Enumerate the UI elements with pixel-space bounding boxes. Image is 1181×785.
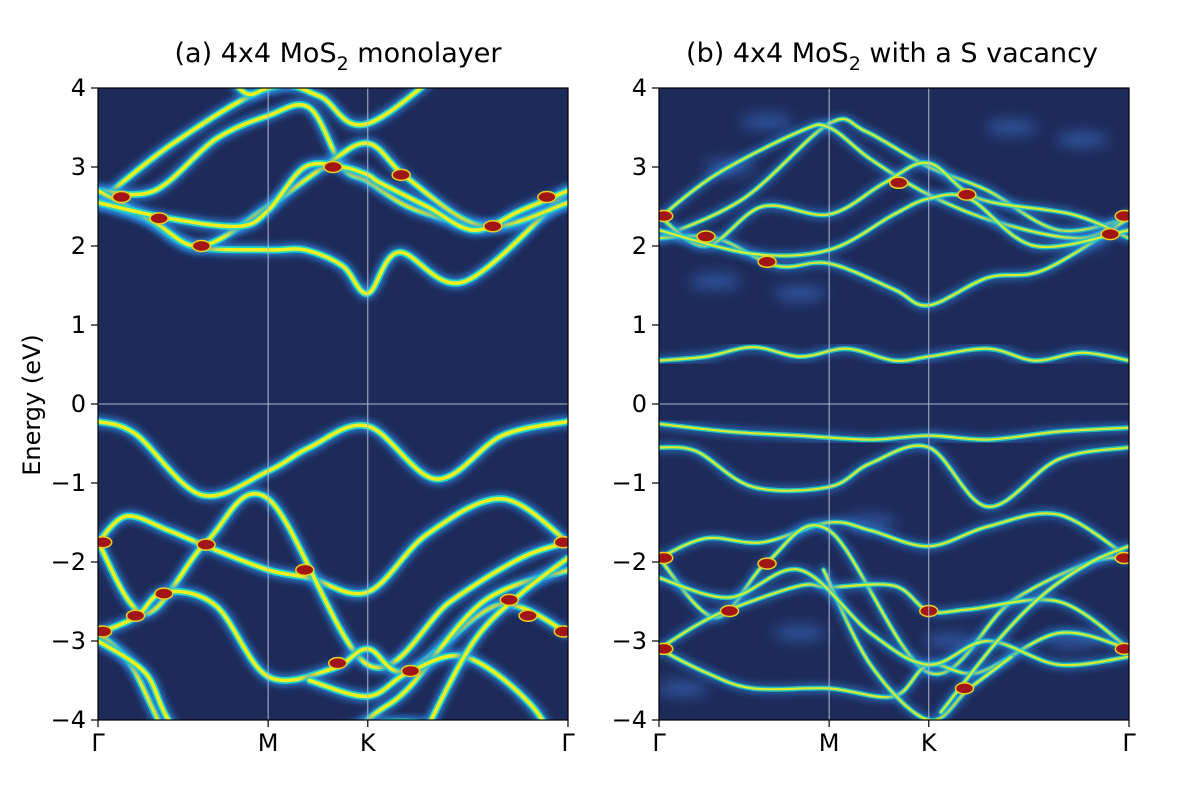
panel-b-plot-area — [659, 114, 1129, 720]
panel-a-plot-area — [98, 88, 568, 720]
panel-b-band-12 — [818, 564, 1017, 720]
panel-b-diffuse-spot-6 — [774, 626, 826, 641]
panel-b-crossing-7 — [659, 551, 674, 565]
panel-b-ytick-label-6: −2 — [612, 548, 647, 576]
panel-b-diffuse-spot-0 — [741, 114, 794, 129]
panel-b-band-13 — [659, 564, 1129, 671]
panel-b-band-7 — [659, 440, 1129, 512]
panel-b-band-14 — [936, 541, 1129, 718]
panel-b-crossing-11 — [659, 642, 674, 656]
panel-b-diffuse-spot-1 — [1056, 132, 1108, 147]
panel-a-ytick-label-1: 3 — [71, 153, 86, 181]
panel-b-band-8 — [659, 508, 1129, 563]
panel-a-band-13 — [98, 635, 176, 720]
panel-a-ytick-label-0: 4 — [71, 74, 86, 102]
panel-b-ytick-label-1: 3 — [632, 153, 647, 181]
panel-a-crossing-0 — [111, 190, 132, 204]
panel-a-crossing-9 — [295, 563, 315, 577]
panel-b-xtick-label-1: M — [819, 729, 840, 757]
panel-a-band-6 — [98, 415, 568, 502]
panel-a-xtick-label-0: Γ — [91, 729, 105, 757]
panel-a-title: (a) 4x4 MoS2 monolayer — [175, 38, 503, 75]
panel-a-xtick-label-2: K — [360, 729, 377, 757]
panel-a-ytick-label-4: 0 — [71, 390, 86, 418]
panel-b-diffuse-spot-10 — [985, 120, 1038, 135]
panel-a-crossing-14 — [400, 664, 421, 678]
panel-a-crossing-7 — [98, 536, 113, 549]
panel-a-crossing-8 — [196, 538, 216, 551]
panel-a-xtick-label-3: Γ — [561, 729, 575, 757]
panel-a-crossing-13 — [327, 656, 348, 670]
panel-a-crossing-4 — [391, 168, 411, 182]
panel-a-ytick-label-5: −1 — [51, 469, 86, 497]
panel-a-band-0 — [98, 88, 430, 209]
panel-b-crossing-0 — [659, 209, 674, 223]
panel-b-ytick-label-4: 0 — [632, 390, 647, 418]
panel-b-band-0 — [659, 114, 1129, 244]
y-axis-label: Energy (eV) — [18, 334, 46, 476]
panel-b-crossing-1 — [696, 230, 716, 243]
panel-b-ytick-label-5: −1 — [612, 469, 647, 497]
panel-a-crossing-17 — [553, 536, 568, 549]
panel-b-band-5 — [659, 342, 1129, 366]
panel-a-crossing-15 — [499, 593, 519, 607]
panel-a-ytick-label-2: 2 — [71, 232, 86, 260]
panel-a-crossing-3 — [323, 160, 343, 174]
panel-b-crossing-8 — [757, 557, 777, 570]
panel-a-ytick-label-8: −4 — [51, 706, 86, 734]
panel-a-crossing-5 — [483, 220, 503, 233]
panel-b-ytick-label-3: 1 — [632, 311, 647, 339]
panel-b-band-4 — [659, 189, 1129, 261]
panel-b-band-1 — [659, 119, 1129, 244]
panel-b-crossing-12 — [954, 682, 975, 695]
panel-b-crossing-2 — [757, 255, 777, 269]
panel-a-crossing-10 — [154, 587, 174, 600]
panel-a-band-7 — [98, 493, 568, 600]
panel-b-title: (b) 4x4 MoS2 with a S vacancy — [686, 38, 1098, 75]
panel-b-ytick-label-8: −4 — [612, 706, 647, 734]
panel-a-ytick-label-6: −2 — [51, 548, 86, 576]
panel-b-ytick-label-0: 4 — [632, 74, 647, 102]
panel-b-diffuse-spot-8 — [659, 681, 709, 696]
panel-a-band-14 — [424, 552, 568, 720]
panel-a-crossing-1 — [149, 212, 169, 225]
panel-a-ytick-label-3: 1 — [71, 311, 86, 339]
panel-a-crossing-2 — [191, 239, 212, 253]
panel-b-band-3 — [659, 157, 1129, 251]
panel-b-band-6 — [659, 418, 1129, 445]
panel-b-diffuse-spot-9 — [774, 286, 826, 301]
panel-b-crossing-14 — [1114, 642, 1129, 656]
panel-b-crossing-5 — [1114, 209, 1129, 223]
panel-b-crossing-9 — [719, 604, 740, 618]
panel-a-band-4 — [98, 158, 568, 236]
panel-b-crossing-6 — [1100, 227, 1120, 241]
panel-a-crossing-6 — [537, 190, 557, 204]
panel-b-ytick-label-7: −3 — [612, 627, 647, 655]
panel-b-xtick-label-0: Γ — [652, 729, 666, 757]
panel-a-band-11 — [304, 650, 549, 720]
panel-a-ytick-label-7: −3 — [51, 627, 86, 655]
panel-b-crossing-3 — [888, 176, 909, 190]
panel-a-crossing-18 — [553, 625, 568, 638]
panel-a-xtick-label-1: M — [258, 729, 279, 757]
panel-b-crossing-4 — [957, 188, 977, 201]
panel-b-xtick-label-2: K — [921, 729, 938, 757]
panel-b-crossing-13 — [1114, 551, 1129, 565]
panel-a-crossing-12 — [98, 625, 113, 638]
panel-a-crossing-16 — [518, 609, 538, 622]
panel-a-crossing-11 — [125, 609, 146, 622]
panel-b-xtick-label-3: Γ — [1122, 729, 1136, 757]
panel-a-band-10 — [98, 564, 568, 720]
panel-b-diffuse-spot-11 — [689, 274, 742, 289]
panel-b-ytick-label-2: 2 — [632, 232, 647, 260]
